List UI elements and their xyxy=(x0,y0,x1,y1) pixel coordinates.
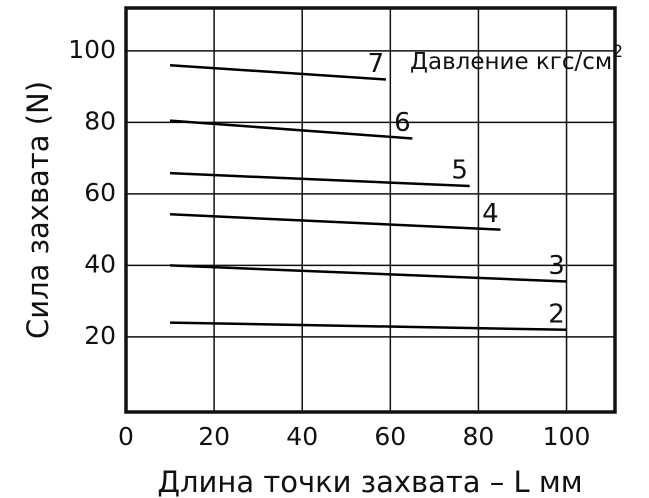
series-line xyxy=(169,63,387,81)
x-tick-label: 80 xyxy=(463,422,495,451)
x-tick-label: 40 xyxy=(286,422,318,451)
annotation-sup: 2 xyxy=(612,42,623,62)
x-tick-label: 0 xyxy=(118,422,134,451)
series-label: 5 xyxy=(451,156,468,186)
y-tick-label: 20 xyxy=(84,321,116,350)
y-tick-label: 40 xyxy=(84,249,116,278)
series-line xyxy=(169,119,413,140)
y-tick-label: 60 xyxy=(84,178,116,207)
y-tick-label: 100 xyxy=(68,35,116,64)
x-tick-label: 20 xyxy=(198,422,230,451)
series-label: 2 xyxy=(548,299,565,329)
y-tick-label: 80 xyxy=(84,106,116,135)
x-tick-label: 60 xyxy=(374,422,406,451)
series-line xyxy=(170,264,567,283)
series-line xyxy=(170,171,470,188)
x-tick-label: 100 xyxy=(543,422,591,451)
series-line xyxy=(170,321,567,332)
series-label: 3 xyxy=(548,251,565,281)
y-axis-label: Сила захвата (N) xyxy=(21,81,55,339)
plot-frame xyxy=(124,6,617,414)
series-label: 4 xyxy=(482,199,499,229)
series-label: 7 xyxy=(368,49,385,79)
x-axis-label: Длина точки захвата – L мм xyxy=(157,465,582,498)
annotation-text: Давление кгс/см xyxy=(410,49,612,75)
annotation: Давление кгс/см2 xyxy=(410,42,623,75)
series-line xyxy=(169,213,501,231)
series-label: 6 xyxy=(394,108,411,138)
